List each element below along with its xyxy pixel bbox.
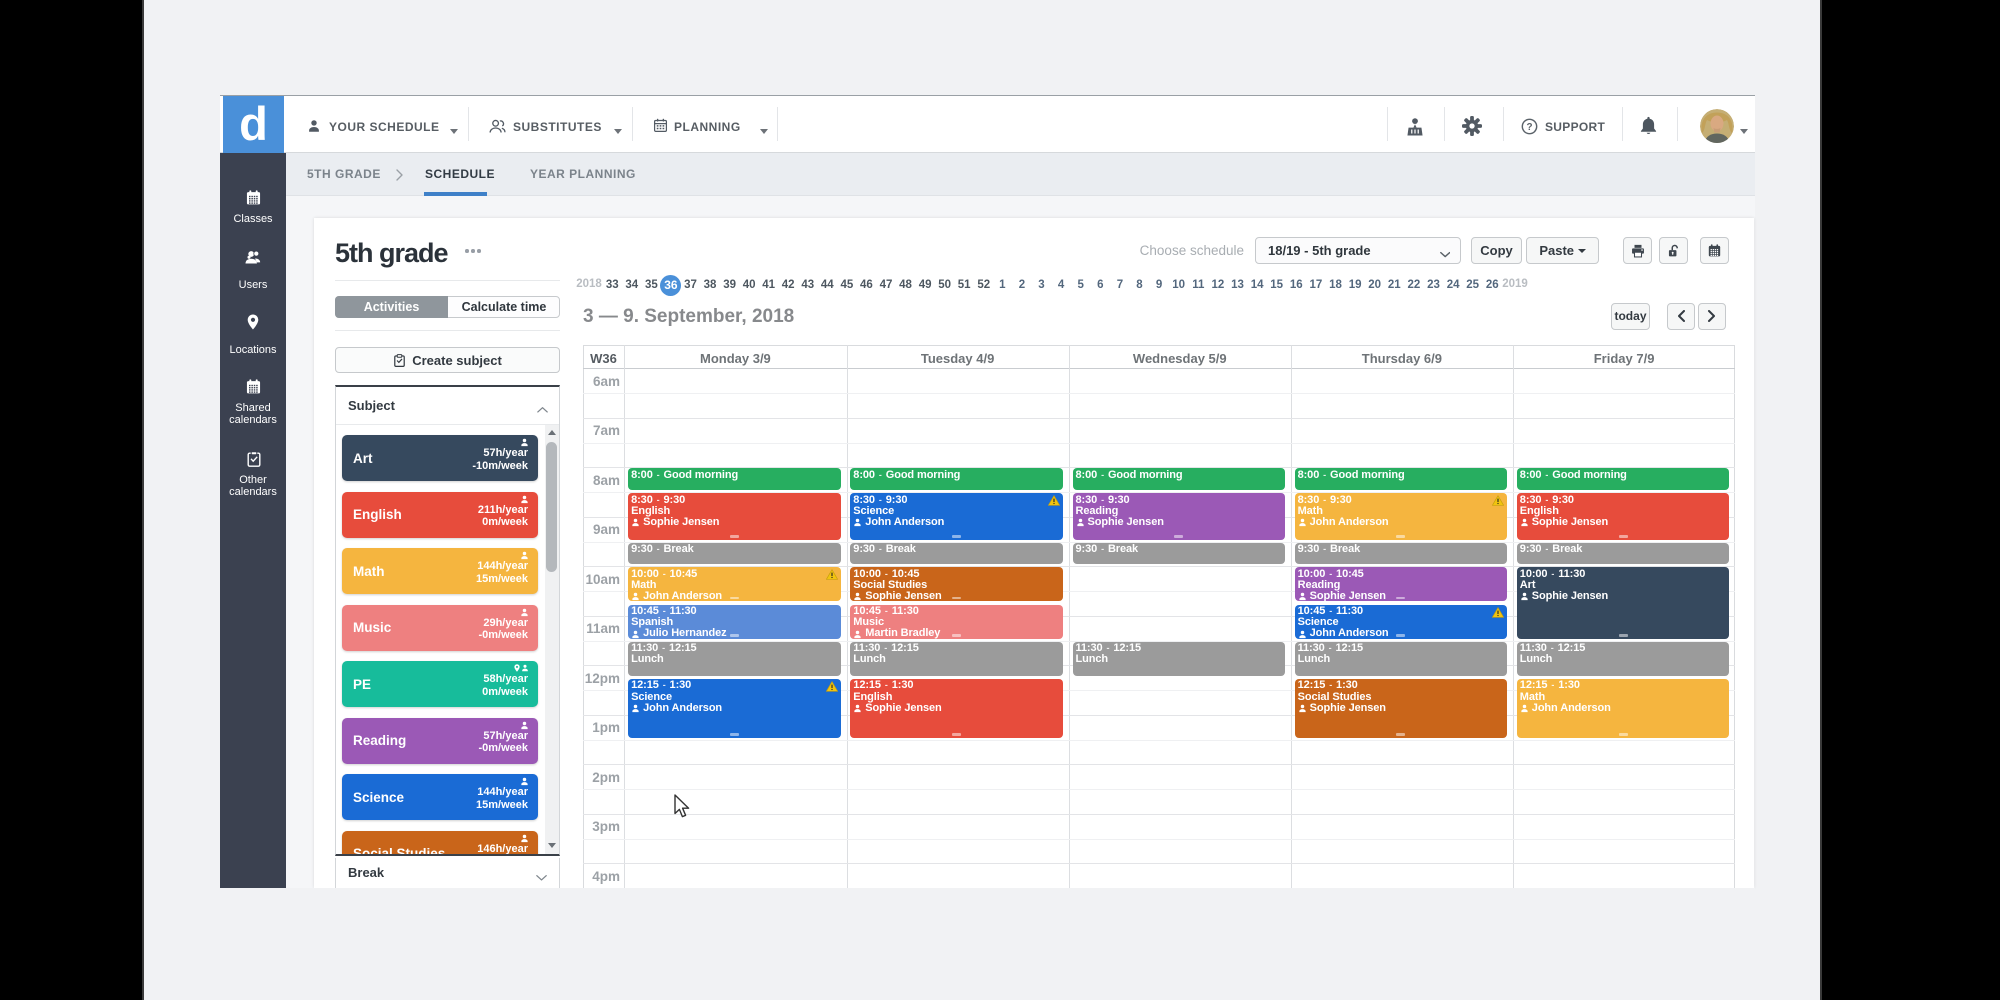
- svg-text:?: ?: [1526, 122, 1532, 133]
